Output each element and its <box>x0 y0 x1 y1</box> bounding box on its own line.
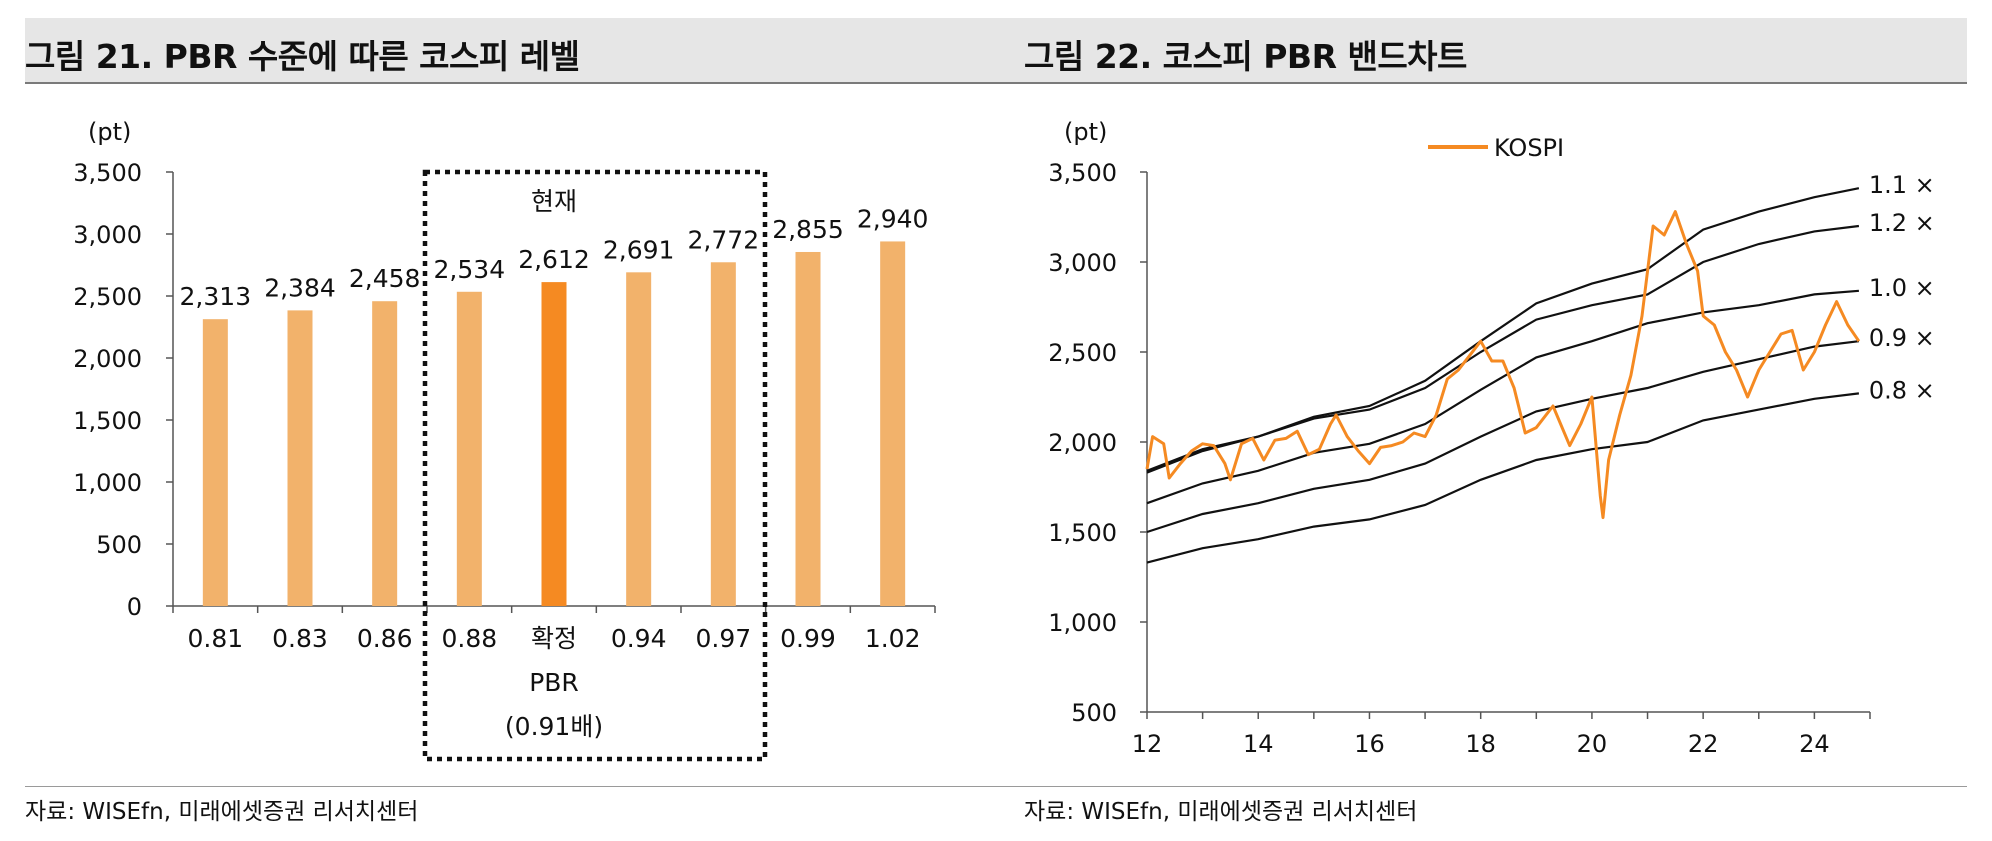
legend-label: KOSPI <box>1494 134 1564 162</box>
y-tick-label: 3,000 <box>73 221 142 249</box>
x-tick-label: 24 <box>1799 730 1830 758</box>
bar-value-label: 2,855 <box>772 215 844 244</box>
bar <box>880 241 906 606</box>
x-tick-label: 14 <box>1243 730 1274 758</box>
x-category-label: 0.99 <box>780 624 836 653</box>
bar-value-label: 2,458 <box>349 264 421 293</box>
x-tick-label: 22 <box>1688 730 1719 758</box>
bar-chart: (pt) 0 500 1,000 1,500 2,000 2,500 3,000 3,500 2,… <box>73 118 936 762</box>
highlight-sublabel: PBR <box>529 668 579 697</box>
y-tick-label: 2,000 <box>73 345 142 373</box>
pbr-band-line <box>1146 392 1860 564</box>
bar-value-label: 2,940 <box>857 204 929 233</box>
bar <box>456 291 482 606</box>
bar-value-label: 2,313 <box>180 282 252 311</box>
bar-value-label: 2,534 <box>434 255 506 284</box>
bar-value-label: 2,772 <box>688 225 760 254</box>
y-tick-label: 500 <box>1071 699 1117 727</box>
current-box-label: 현재 <box>531 187 577 216</box>
band-label: 0.8 × <box>1869 376 1935 404</box>
bar-value-label: 2,612 <box>518 245 590 274</box>
x-tick-label: 16 <box>1354 730 1385 758</box>
x-tick-label: 12 <box>1132 730 1163 758</box>
bar <box>202 319 228 606</box>
y-unit-label: (pt) <box>88 118 131 146</box>
x-category-label: 확정 <box>531 624 577 653</box>
bar-value-label: 2,691 <box>603 235 675 264</box>
x-category-label: 0.88 <box>441 624 497 653</box>
y-tick-label: 3,500 <box>1048 159 1117 187</box>
x-tick-label: 20 <box>1577 730 1608 758</box>
y-tick-label: 1,500 <box>73 407 142 435</box>
pbr-band-line <box>1146 187 1860 474</box>
right-source: 자료: WISEfn, 미래에셋증권 리서치센터 <box>1024 799 1418 825</box>
pbr-band-line <box>1146 340 1860 534</box>
y-tick-label: 1,500 <box>1048 519 1117 547</box>
x-category-label: 0.86 <box>357 624 413 653</box>
bar <box>372 301 398 606</box>
left-title-bar: 그림 21. PBR 수준에 따른 코스피 레벨 <box>25 18 1000 84</box>
y-tick-label: 2,000 <box>1048 429 1117 457</box>
band-label: 1.1 × <box>1869 171 1935 199</box>
y-unit-label: (pt) <box>1064 118 1107 146</box>
y-tick-label: 2,500 <box>73 283 142 311</box>
band-label: 1.2 × <box>1869 209 1935 237</box>
x-category-label: 1.02 <box>865 624 921 653</box>
y-tick-label: 0 <box>127 593 142 621</box>
right-source-divider <box>1000 786 1967 787</box>
right-title-bar: 그림 22. 코스피 PBR 밴드차트 <box>1000 18 1967 84</box>
x-category-label: 0.97 <box>695 624 751 653</box>
y-tick-label: 2,500 <box>1048 339 1117 367</box>
band-label: 0.9 × <box>1869 324 1935 352</box>
bar <box>541 282 567 606</box>
y-tick-label: 1,000 <box>73 469 142 497</box>
left-source: 자료: WISEfn, 미래에셋증권 리서치센터 <box>25 799 419 825</box>
right-chart-panel: 그림 22. 코스피 PBR 밴드차트 (pt) 500 1,000 1,500 2,0… <box>1000 0 1992 841</box>
x-category-label: 0.81 <box>187 624 243 653</box>
pbr-band-line <box>1146 224 1860 472</box>
kospi-line <box>1145 210 1861 520</box>
bar <box>287 310 313 606</box>
y-tick-label: 1,000 <box>1048 609 1117 637</box>
y-tick-label: 500 <box>96 531 142 559</box>
left-chart-title: 그림 21. PBR 수준에 따른 코스피 레벨 <box>25 37 580 76</box>
x-category-label: 0.94 <box>611 624 667 653</box>
current-range-box <box>422 169 768 762</box>
left-source-divider <box>25 786 1000 787</box>
y-tick-label: 3,000 <box>1048 249 1117 277</box>
bar <box>626 272 652 606</box>
x-category-label: 0.83 <box>272 624 328 653</box>
y-tick-label: 3,500 <box>73 159 142 187</box>
bar-value-label: 2,384 <box>264 273 336 302</box>
bar <box>710 262 736 606</box>
left-chart-panel: 그림 21. PBR 수준에 따른 코스피 레벨 (pt) 0 500 1,000 1,… <box>25 18 1000 825</box>
x-tick-label: 18 <box>1465 730 1496 758</box>
right-chart-title: 그림 22. 코스피 PBR 밴드차트 <box>1024 37 1467 76</box>
line-chart: (pt) 500 1,000 1,500 2,000 2,500 3,000 3,500 12 1… <box>1048 118 1935 758</box>
bar <box>795 251 821 607</box>
band-label: 1.0 × <box>1869 274 1935 302</box>
highlight-sublabel: (0.91배) <box>505 712 603 741</box>
